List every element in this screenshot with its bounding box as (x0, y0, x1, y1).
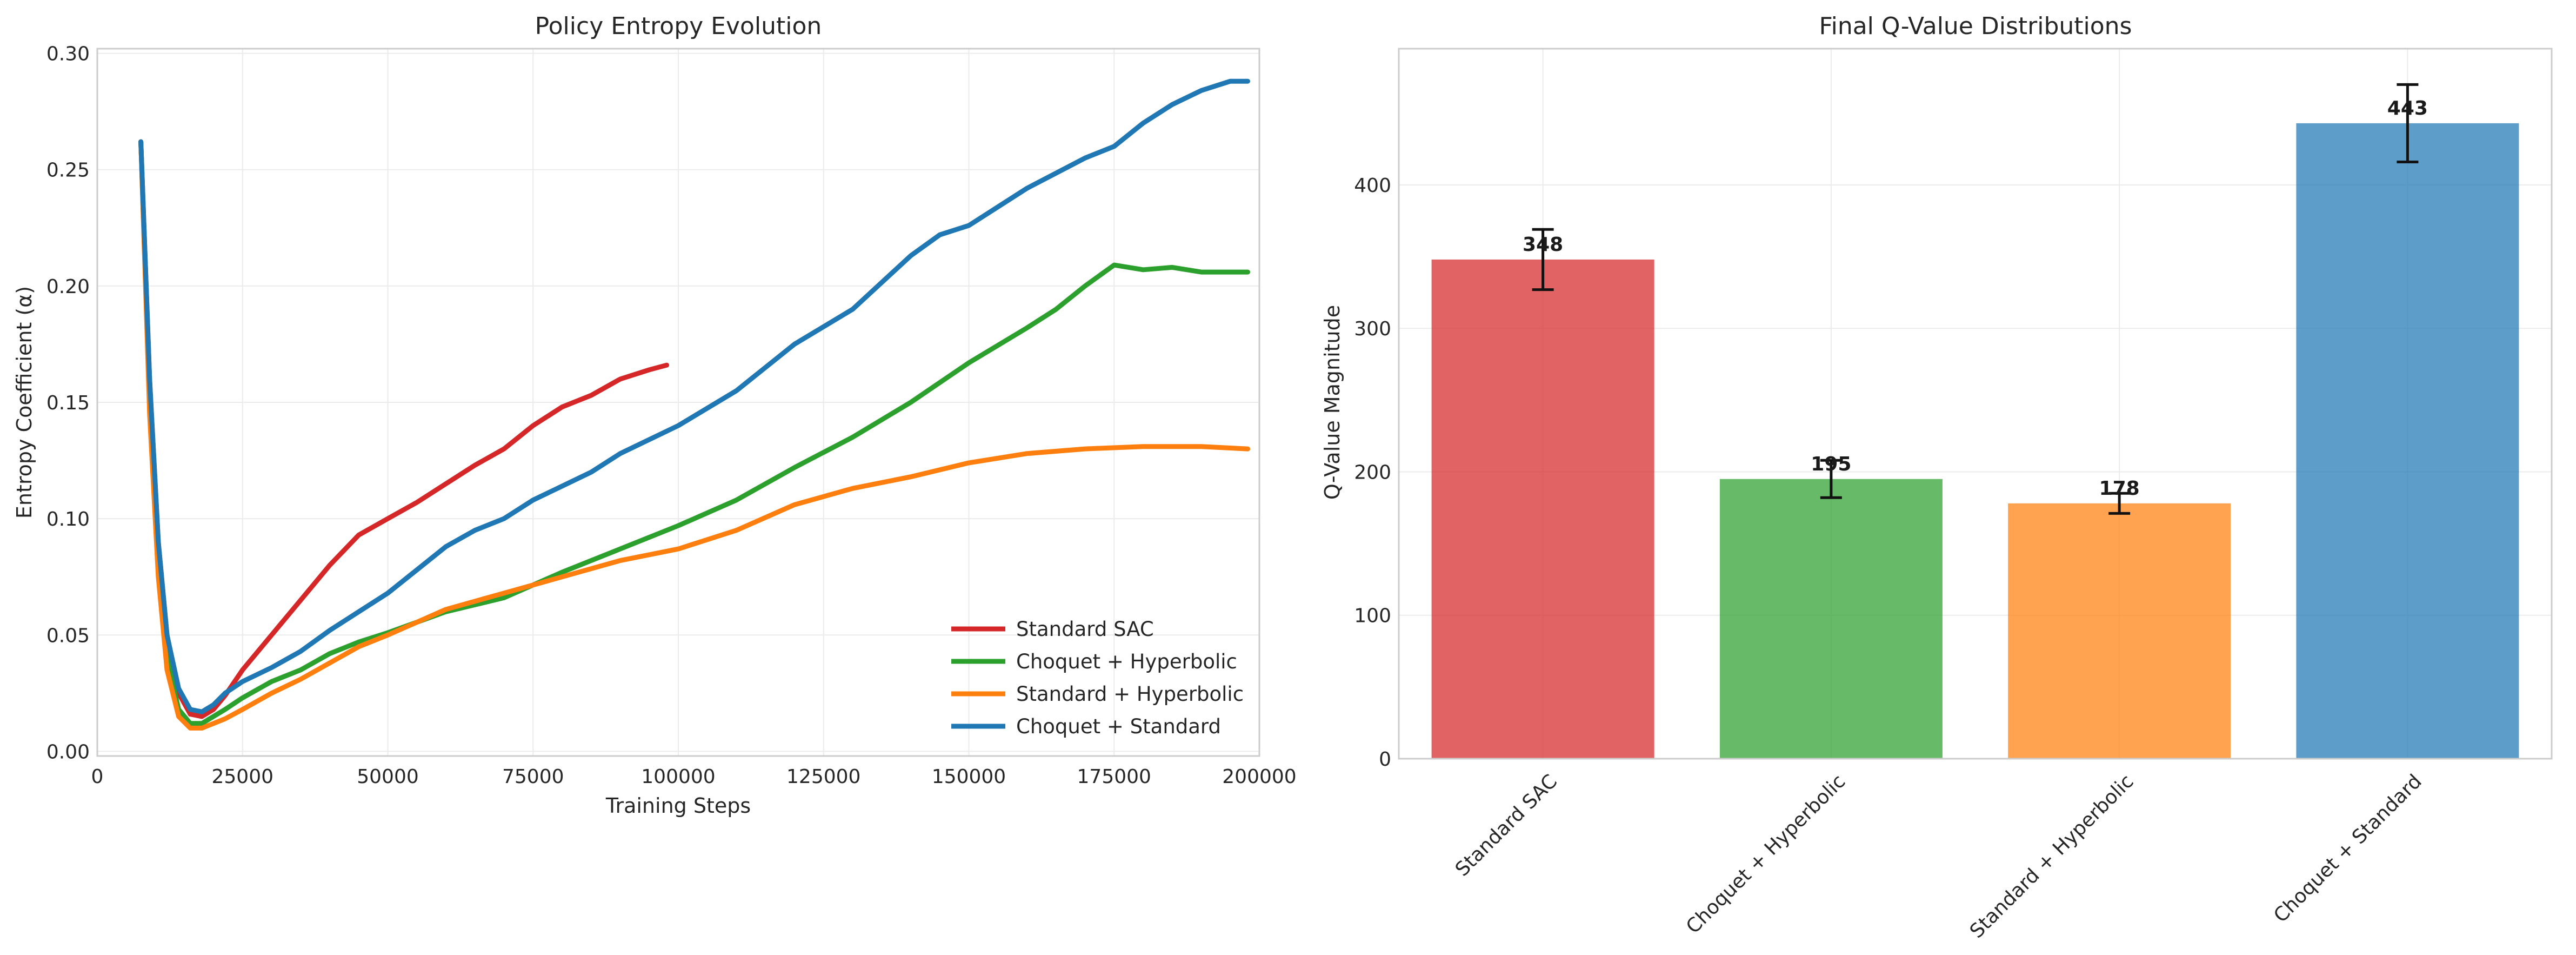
x-tick-label: 100000 (641, 766, 715, 788)
y-tick-label: 0.25 (46, 160, 90, 182)
x-tick-label: Choquet + Hyperbolic (1682, 770, 1850, 938)
legend-label: Standard + Hyperbolic (1016, 682, 1244, 706)
y-tick-label: 100 (1354, 605, 1391, 627)
x-tick-label: 175000 (1077, 766, 1151, 788)
entropy-line-chart: Policy Entropy Evolution 0 25000 50000 7500… (12, 12, 1297, 818)
x-tick-label: 75000 (502, 766, 564, 788)
y-tick-label: 0.15 (46, 392, 90, 414)
plot-frame (1398, 48, 2553, 760)
legend-label: Standard SAC (1016, 618, 1154, 641)
bar-3 (2296, 123, 2519, 759)
x-tick-label: 50000 (357, 766, 419, 788)
grid (97, 49, 1260, 756)
legend: Standard SAC Choquet + Hyperbolic Standard… (951, 618, 1244, 738)
y-tick-label: 200 (1354, 461, 1391, 483)
error-bars (1532, 83, 2419, 515)
x-tick-label: 25000 (211, 766, 273, 788)
x-tick-label: 125000 (786, 766, 860, 788)
x-tick-label: Standard + Hyperbolic (1966, 770, 2138, 943)
x-tick-label: 0 (91, 766, 104, 788)
y-tick-label: 300 (1354, 318, 1391, 340)
data-label: 443 (2387, 97, 2428, 120)
qvalue-bar-chart: Final Q-Value Distributions 348 195 178 443… (1320, 12, 2553, 943)
y-tick-labels: 0.00 0.05 0.10 0.15 0.20 0.25 0.30 (46, 43, 90, 764)
y-tick-label: 0 (1379, 748, 1391, 771)
x-axis-label: Training Steps (605, 794, 751, 818)
x-tick-labels: 0 25000 50000 75000 100000 125000 150000 175000… (91, 766, 1297, 788)
y-tick-label: 0.30 (46, 43, 90, 65)
bar-1 (1719, 479, 1943, 759)
series-line-1 (138, 139, 1250, 726)
plot-frame (96, 48, 1260, 757)
y-tick-label: 0.10 (46, 508, 90, 530)
y-axis-label: Entropy Coefficient (α) (12, 286, 36, 519)
chart-title: Final Q-Value Distributions (1819, 12, 2132, 40)
y-tick-label: 0.20 (46, 276, 90, 298)
x-tick-label: 200000 (1222, 766, 1296, 788)
y-tick-label: 0.00 (46, 741, 90, 763)
bar-0 (1431, 259, 1654, 759)
y-tick-label: 0.05 (46, 625, 90, 647)
y-axis-label: Q-Value Magnitude (1320, 305, 1344, 500)
data-label: 178 (2099, 477, 2140, 500)
legend-label: Choquet + Standard (1016, 715, 1221, 738)
data-labels: 348 195 178 443 (1523, 97, 2428, 500)
chart-title: Policy Entropy Evolution (535, 12, 822, 40)
bars (1431, 123, 2519, 759)
series-lines (138, 78, 1250, 731)
x-tick-label: Choquet + Standard (2270, 770, 2426, 927)
data-label: 195 (1811, 453, 1851, 475)
bar-2 (2008, 503, 2231, 759)
legend-label: Choquet + Hyperbolic (1016, 650, 1237, 673)
x-tick-label: 150000 (932, 766, 1006, 788)
data-label: 348 (1523, 234, 1563, 256)
y-tick-labels: 0 100 200 300 400 (1354, 175, 1391, 771)
y-tick-label: 400 (1354, 175, 1391, 197)
x-tick-label: Standard SAC (1451, 770, 1561, 880)
series-line-3 (138, 78, 1250, 714)
x-tick-labels: Standard SAC Choquet + Hyperbolic Standard… (1451, 770, 2426, 943)
series-line-2 (138, 139, 1250, 731)
